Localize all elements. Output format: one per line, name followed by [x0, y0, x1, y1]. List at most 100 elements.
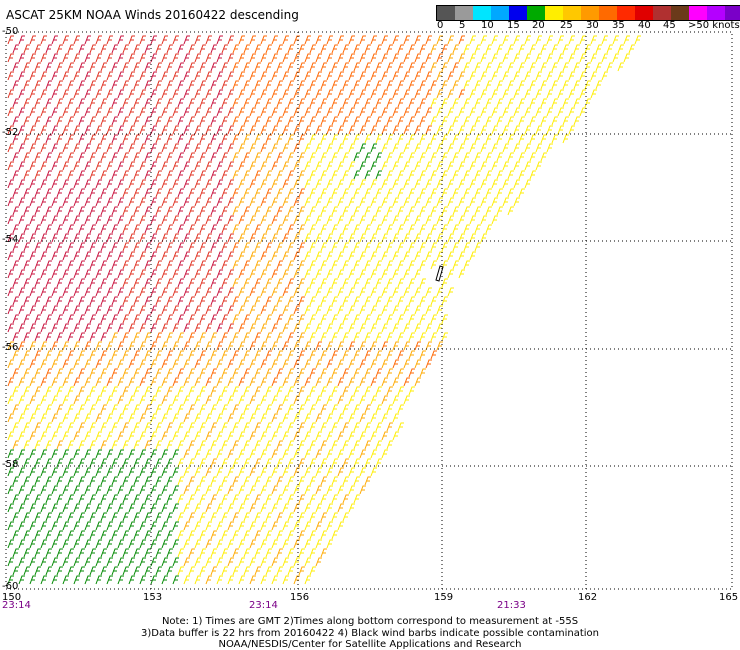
wind-barb [84, 125, 91, 135]
wind-barb [23, 296, 30, 306]
wind-barb [117, 449, 124, 459]
wind-barb [375, 188, 382, 198]
wind-barb [18, 269, 25, 279]
wind-barb [485, 170, 492, 180]
wind-barb [408, 242, 415, 252]
wind-barb [320, 152, 327, 162]
wind-barb [430, 260, 437, 270]
wind-barb [73, 269, 80, 279]
wind-barb [23, 530, 30, 540]
wind-barb [254, 206, 261, 216]
wind-barb [403, 125, 410, 135]
wind-barb [40, 485, 47, 495]
wind-barb [199, 80, 206, 90]
wind-barb [337, 233, 344, 243]
wind-barb [144, 368, 151, 378]
wind-barb [106, 53, 113, 63]
wind-barb [183, 233, 190, 243]
wind-barb [51, 359, 58, 369]
wind-barb [276, 314, 283, 324]
wind-barb [12, 260, 19, 270]
wind-barb [282, 251, 289, 261]
wind-barb [386, 404, 393, 414]
wind-barb [414, 323, 421, 333]
wind-barb [133, 368, 140, 378]
wind-barb [89, 278, 96, 288]
wind-barb [227, 485, 234, 495]
wind-barb [265, 314, 272, 324]
wind-barb [166, 422, 173, 432]
wind-barb [353, 206, 360, 216]
wind-barb [139, 557, 146, 567]
wind-barb [524, 35, 531, 45]
wind-barb [337, 287, 344, 297]
wind-barb [155, 476, 162, 486]
wind-barb [188, 80, 195, 90]
wind-barb [194, 161, 201, 171]
wind-barb [287, 134, 294, 144]
wind-barb [139, 287, 146, 297]
wind-barb [172, 539, 179, 549]
wind-barb [128, 467, 135, 477]
wind-barb [353, 314, 360, 324]
wind-barb [205, 485, 212, 495]
wind-barb [326, 503, 333, 513]
wind-barb [150, 539, 157, 549]
wind-barb [265, 350, 272, 360]
wind-barb [45, 134, 52, 144]
wind-barb [232, 170, 239, 180]
wind-barb [320, 386, 327, 396]
wind-barb [293, 233, 300, 243]
wind-barb [243, 386, 250, 396]
wind-barb [29, 287, 36, 297]
wind-barb [232, 116, 239, 126]
scale-tick: 15 [507, 20, 520, 31]
wind-barb [271, 107, 278, 117]
wind-barb [447, 233, 454, 243]
wind-barb [18, 107, 25, 117]
wind-barb [408, 368, 415, 378]
wind-barb [199, 458, 206, 468]
wind-barb [408, 224, 415, 234]
wind-barb [166, 62, 173, 72]
wind-barb [507, 134, 514, 144]
wind-barb [12, 62, 19, 72]
wind-barb [67, 440, 74, 450]
wind-barb [29, 521, 36, 531]
wind-barb [309, 296, 316, 306]
wind-barb [95, 179, 102, 189]
wind-barb [535, 107, 542, 117]
wind-barb [348, 179, 355, 189]
wind-barb [298, 314, 305, 324]
wind-barb [78, 494, 85, 504]
wind-barb [337, 53, 344, 63]
wind-barb [51, 521, 58, 531]
wind-barb [386, 278, 393, 288]
wind-barb [78, 350, 85, 360]
wind-barb [67, 242, 74, 252]
wind-barb [397, 206, 404, 216]
wind-barb [315, 71, 322, 81]
wind-barb [194, 35, 201, 45]
wind-barb [45, 116, 52, 126]
wind-barb [67, 404, 74, 414]
wind-barb [84, 359, 91, 369]
wind-barb [557, 53, 564, 63]
wind-barb [326, 161, 333, 171]
wind-barb [474, 188, 481, 198]
wind-barb [18, 575, 25, 585]
wind-barb [161, 341, 168, 351]
wind-barb [507, 98, 514, 108]
wind-barb [51, 179, 58, 189]
wind-barb [260, 413, 267, 423]
wind-barb [205, 179, 212, 189]
wind-barb [238, 377, 245, 387]
wind-barb [18, 305, 25, 315]
wind-barb [480, 215, 487, 225]
wind-barb [298, 494, 305, 504]
wind-barb [111, 386, 118, 396]
wind-barb [95, 197, 102, 207]
wind-barb [254, 368, 261, 378]
wind-barb [320, 170, 327, 180]
wind-barb [441, 260, 448, 270]
